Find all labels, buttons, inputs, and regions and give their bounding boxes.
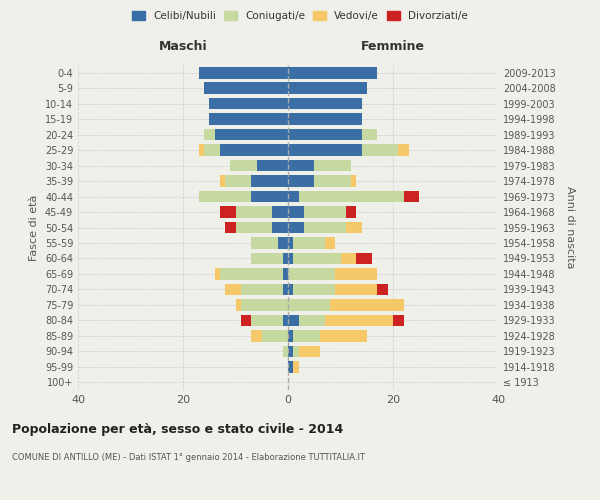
Legend: Celibi/Nubili, Coniugati/e, Vedovi/e, Divorziati/e: Celibi/Nubili, Coniugati/e, Vedovi/e, Di… [129,8,471,24]
Bar [293,237,325,249]
Bar [299,346,320,357]
Bar [346,222,361,234]
Bar [262,330,288,342]
Bar [220,206,235,218]
Bar [288,284,293,295]
Bar [283,284,288,295]
Bar [346,206,356,218]
Bar [220,176,225,187]
Bar [288,129,361,140]
Bar [220,268,283,280]
Y-axis label: Anni di nascita: Anni di nascita [565,186,575,269]
Bar [377,284,388,295]
Bar [293,252,341,264]
Bar [251,237,277,249]
Bar [293,361,299,372]
Bar [320,330,367,342]
Bar [283,314,288,326]
Bar [299,190,404,202]
Bar [288,268,335,280]
Text: Femmine: Femmine [361,40,425,52]
Bar [241,284,283,295]
Bar [356,252,372,264]
Bar [288,222,304,234]
Bar [288,346,293,357]
Bar [251,176,288,187]
Bar [325,237,335,249]
Bar [293,284,335,295]
Bar [288,190,299,202]
Bar [283,346,288,357]
Bar [393,314,404,326]
Bar [288,206,304,218]
Bar [288,144,361,156]
Bar [314,176,351,187]
Bar [288,176,314,187]
Bar [251,330,262,342]
Bar [351,176,356,187]
Bar [215,129,288,140]
Bar [204,129,215,140]
Bar [325,314,393,326]
Bar [199,144,204,156]
Bar [272,206,288,218]
Bar [293,346,299,357]
Bar [199,67,288,78]
Bar [235,222,272,234]
Bar [225,222,235,234]
Bar [288,330,293,342]
Bar [398,144,409,156]
Bar [235,299,241,310]
Bar [204,82,288,94]
Bar [335,284,377,295]
Bar [235,206,272,218]
Bar [288,314,299,326]
Bar [215,268,220,280]
Bar [293,330,320,342]
Bar [241,314,251,326]
Text: Maschi: Maschi [158,40,208,52]
Text: COMUNE DI ANTILLO (ME) - Dati ISTAT 1° gennaio 2014 - Elaborazione TUTTITALIA.IT: COMUNE DI ANTILLO (ME) - Dati ISTAT 1° g… [12,452,365,462]
Bar [225,284,241,295]
Bar [199,190,251,202]
Bar [209,98,288,110]
Bar [288,114,361,125]
Bar [361,144,398,156]
Bar [341,252,356,264]
Bar [272,222,288,234]
Bar [220,144,288,156]
Bar [361,129,377,140]
Bar [288,299,330,310]
Bar [251,314,283,326]
Bar [277,237,288,249]
Bar [241,299,288,310]
Bar [283,268,288,280]
Bar [404,190,419,202]
Bar [251,190,288,202]
Bar [314,160,351,172]
Bar [257,160,288,172]
Bar [330,299,404,310]
Y-axis label: Fasce di età: Fasce di età [29,194,39,260]
Bar [230,160,257,172]
Text: Popolazione per età, sesso e stato civile - 2014: Popolazione per età, sesso e stato civil… [12,422,343,436]
Bar [225,176,251,187]
Bar [288,98,361,110]
Bar [288,237,293,249]
Bar [335,268,377,280]
Bar [288,160,314,172]
Bar [304,222,346,234]
Bar [251,252,283,264]
Bar [204,144,220,156]
Bar [288,67,377,78]
Bar [209,114,288,125]
Bar [288,252,293,264]
Bar [299,314,325,326]
Bar [304,206,346,218]
Bar [288,361,293,372]
Bar [283,252,288,264]
Bar [288,82,367,94]
